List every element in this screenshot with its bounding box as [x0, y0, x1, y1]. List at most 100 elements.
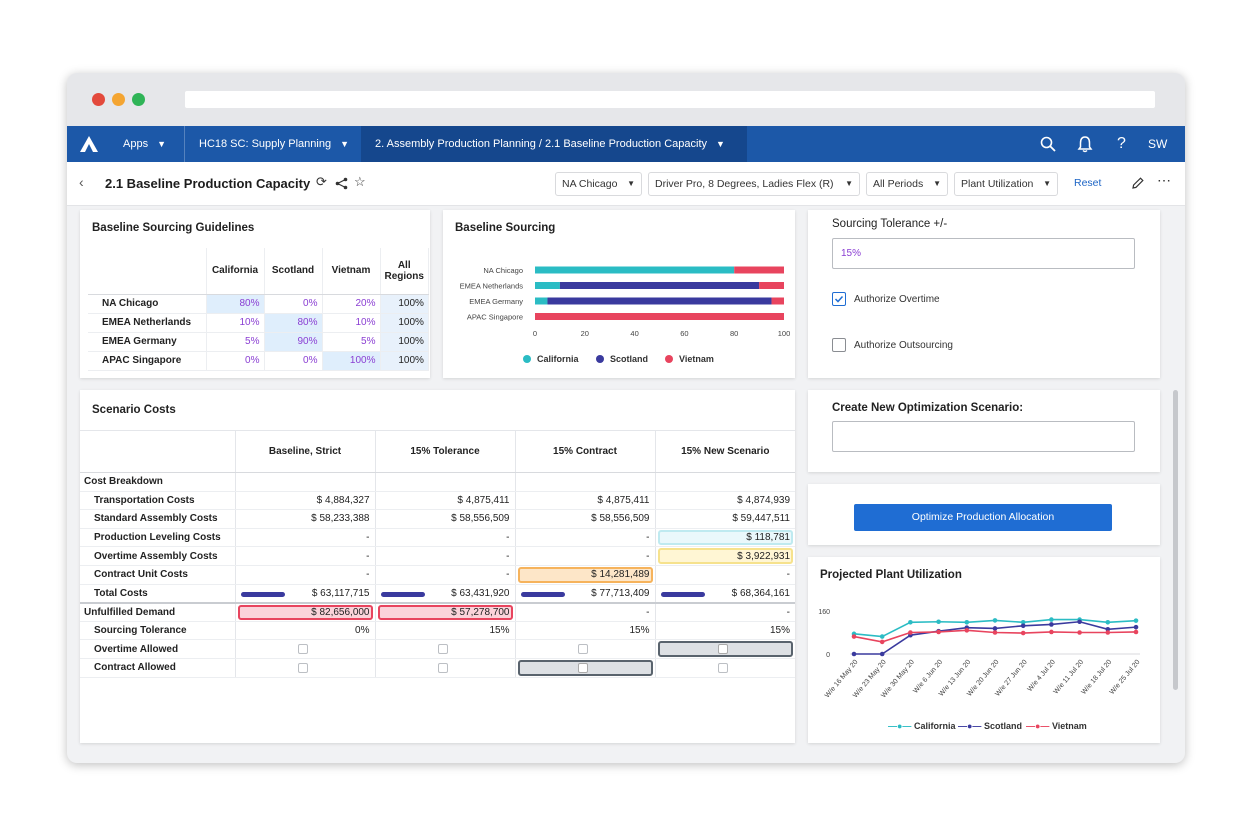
tolerance-value: 15% — [841, 248, 862, 259]
cell-value[interactable]: 0% — [264, 294, 323, 314]
data-point — [992, 630, 998, 635]
row-label: EMEA Germany — [88, 332, 207, 352]
authorize-overtime-label: Authorize Overtime — [854, 294, 940, 305]
maximize-dot[interactable] — [132, 93, 145, 106]
cell-value: - — [235, 546, 376, 566]
overtime-checkbox[interactable] — [437, 644, 448, 654]
scrollbar[interactable] — [1173, 390, 1178, 690]
pencil-icon[interactable] — [1132, 177, 1144, 189]
optimize-button[interactable]: Optimize Production Allocation — [854, 504, 1112, 531]
reset-button[interactable]: Reset — [1074, 177, 1102, 189]
user-avatar[interactable]: SW — [1148, 137, 1168, 151]
total-bar — [240, 591, 285, 597]
cell-value: - — [655, 565, 795, 585]
cell — [515, 639, 656, 659]
legend-dot — [665, 355, 673, 363]
contract-checkbox[interactable] — [437, 662, 448, 673]
contract-checkbox-checked[interactable] — [577, 662, 588, 673]
app-window: Apps ▼ HC18 SC: Supply Planning ▼ 2. Assem… — [67, 73, 1185, 763]
apps-menu[interactable]: Apps ▼ — [109, 126, 189, 162]
highlight-box — [377, 604, 513, 620]
cell-value[interactable]: 90% — [264, 332, 323, 352]
cell-value: $ 4,875,411 — [515, 491, 656, 511]
total-bar — [660, 591, 705, 597]
cell-value[interactable]: 80% — [206, 294, 265, 314]
cell-value: $ 58,556,509 — [515, 509, 656, 529]
legend-california: —●— California — [888, 721, 955, 731]
total-bar — [520, 591, 565, 597]
close-dot[interactable] — [92, 93, 105, 106]
share-icon[interactable] — [335, 177, 348, 190]
filter-metric[interactable]: Plant Utilization ▼ — [954, 172, 1058, 196]
table-row: NA Chicago 80% 0% 20% 100% — [88, 294, 429, 314]
legend-label: Vietnam — [1051, 721, 1087, 731]
chevron-down-icon: ▼ — [627, 179, 635, 188]
table-row: EMEA Netherlands 10% 80% 10% 100% — [88, 313, 429, 333]
cell-value: $ 118,781 — [746, 532, 790, 544]
breadcrumb[interactable]: 2. Assembly Production Planning / 2.1 Ba… — [361, 126, 747, 162]
bar-segment — [734, 266, 784, 274]
x-tick-label: 0 — [533, 329, 537, 338]
overtime-checkbox-checked[interactable] — [718, 644, 728, 654]
contract-checkbox[interactable] — [297, 662, 308, 673]
address-bar[interactable] — [185, 91, 1155, 108]
x-tick-label: 20 — [581, 329, 589, 338]
model-menu[interactable]: HC18 SC: Supply Planning ▼ — [184, 126, 359, 162]
cell-value[interactable]: 10% — [322, 313, 381, 333]
row-label: Overtime Assembly Costs — [80, 546, 236, 566]
bell-icon[interactable] — [1077, 135, 1093, 153]
cell-value: $ 68,364,161 — [731, 587, 790, 599]
table-row: Unfulfilled Demand $ 82,656,000 $ 57,278… — [80, 602, 795, 622]
cell — [655, 472, 795, 492]
data-point — [1020, 619, 1026, 625]
refresh-icon[interactable]: ⟳ — [316, 174, 327, 189]
cell-value: $ 63,117,715 — [311, 587, 370, 599]
scenario-costs-card: Scenario Costs Baseline, Strict 15% Tole… — [80, 390, 795, 743]
cell-value[interactable]: 80% — [264, 313, 323, 333]
back-chevron-icon[interactable]: ‹ — [79, 174, 84, 190]
cell-value[interactable]: 10% — [206, 313, 265, 333]
total-bar — [380, 591, 425, 597]
legend-dot — [596, 355, 604, 363]
cell-value[interactable]: 20% — [322, 294, 381, 314]
anaplan-logo-icon[interactable] — [79, 135, 99, 153]
tolerance-input[interactable]: 15% — [832, 238, 1135, 269]
overtime-checkbox[interactable] — [297, 644, 308, 654]
star-icon[interactable]: ☆ — [354, 174, 366, 189]
create-scenario-card: Create New Optimization Scenario: — [808, 390, 1160, 472]
authorize-outsourcing-checkbox[interactable] — [832, 338, 846, 352]
legend-line-icon: —●— — [888, 721, 912, 731]
chevron-down-icon: ▼ — [716, 139, 725, 149]
cell-highlight — [655, 639, 795, 659]
help-icon[interactable]: ? — [1117, 135, 1126, 152]
cell-value[interactable]: 5% — [206, 332, 265, 352]
cell-total: 100% — [380, 294, 429, 314]
filter-periods[interactable]: All Periods ▼ — [866, 172, 948, 196]
cell-value[interactable]: 5% — [322, 332, 381, 352]
more-icon[interactable]: ⋯ — [1157, 172, 1171, 188]
filter-product[interactable]: Driver Pro, 8 Degrees, Ladies Flex (R) ▼ — [648, 172, 860, 196]
overtime-checkbox[interactable] — [577, 644, 588, 654]
row-label: Contract Unit Costs — [80, 565, 236, 585]
minimize-dot[interactable] — [112, 93, 125, 106]
cell-value[interactable]: 0% — [264, 351, 323, 371]
cell-value: - — [375, 565, 516, 585]
x-tick-label: 80 — [730, 329, 738, 338]
cell — [235, 658, 376, 678]
filter-location[interactable]: NA Chicago ▼ — [555, 172, 642, 196]
create-scenario-label: Create New Optimization Scenario: — [832, 402, 1024, 414]
cell-value[interactable]: 100% — [322, 351, 381, 371]
table-row: Total Costs $ 63,117,715 $ 63,431,920 $ … — [80, 584, 795, 604]
contract-checkbox[interactable] — [718, 662, 728, 673]
row-label: NA Chicago — [88, 294, 207, 314]
sourcing-chart-card: Baseline Sourcing NA Chicago EMEA Netherl… — [443, 210, 795, 378]
col-header: 15% New Scenario — [655, 430, 795, 473]
col-header: Baseline, Strict — [235, 430, 376, 473]
authorize-overtime-checkbox[interactable] — [832, 292, 846, 306]
x-tick-label: 60 — [680, 329, 688, 338]
scenario-name-input[interactable] — [832, 421, 1135, 452]
cell-value[interactable]: 0% — [206, 351, 265, 371]
search-icon[interactable] — [1040, 136, 1056, 152]
bar-segment — [547, 297, 772, 305]
